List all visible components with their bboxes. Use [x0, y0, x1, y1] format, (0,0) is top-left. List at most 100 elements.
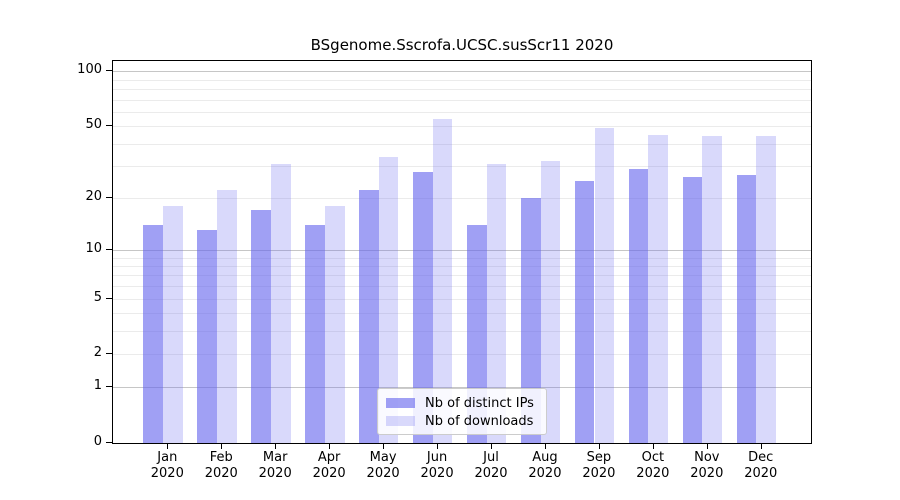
minor-gridline	[113, 354, 811, 356]
minor-gridline	[113, 275, 811, 277]
x-tick-mark	[652, 444, 654, 449]
x-tick-month: Dec	[748, 450, 774, 465]
major-gridline	[113, 387, 811, 389]
minor-gridline	[113, 111, 811, 113]
x-tick-label-apr: Apr 2020	[297, 450, 361, 482]
x-tick-year: 2020	[636, 466, 670, 481]
x-tick-month: Nov	[694, 450, 720, 465]
y-tick-mark	[106, 70, 112, 72]
x-tick-year: 2020	[204, 466, 238, 481]
bar-downloads-feb	[216, 190, 237, 443]
y-tick-mark	[106, 386, 112, 388]
x-tick-mark	[706, 444, 708, 449]
x-tick-label-nov: Nov 2020	[675, 450, 739, 482]
x-tick-label-mar: Mar 2020	[243, 450, 307, 482]
bar-downloads-jul	[486, 163, 507, 443]
x-tick-year: 2020	[528, 466, 562, 481]
bar-distinct-ips-jan	[143, 224, 163, 443]
x-tick-label-sep: Sep 2020	[567, 450, 631, 482]
x-tick-month: Mar	[262, 450, 288, 465]
bar-downloads-nov	[702, 136, 723, 443]
minor-gridline	[113, 286, 811, 288]
y-tick-mark	[106, 353, 112, 355]
bar-distinct-ips-aug	[520, 197, 541, 443]
x-tick-month: Jan	[157, 450, 178, 465]
minor-gridline	[113, 79, 811, 81]
legend-row-distinct-ips: Nb of distinct IPs	[386, 394, 538, 412]
x-tick-year: 2020	[312, 466, 346, 481]
x-tick-month: Aug	[532, 450, 558, 465]
bar-distinct-ips-may	[358, 190, 379, 443]
bar-downloads-oct	[648, 134, 669, 443]
bar-downloads-sep	[594, 127, 615, 443]
minor-gridline	[113, 126, 811, 128]
y-tick-label: 0	[93, 434, 102, 449]
x-tick-label-jul: Jul 2020	[459, 450, 523, 482]
minor-gridline	[113, 265, 811, 267]
minor-gridline	[113, 331, 811, 333]
x-tick-mark	[544, 444, 546, 449]
x-tick-label-jan: Jan 2020	[135, 450, 199, 482]
x-tick-label-feb: Feb 2020	[189, 450, 253, 482]
y-tick-label: 10	[85, 240, 102, 256]
y-tick-mark	[106, 442, 112, 443]
x-tick-label-jun: Jun 2020	[405, 450, 469, 482]
minor-gridline	[113, 313, 811, 315]
bar-distinct-ips-sep	[574, 180, 595, 443]
bar-distinct-ips-feb	[197, 230, 217, 443]
y-tick-mark	[106, 196, 112, 198]
minor-gridline	[113, 257, 811, 259]
x-tick-mark	[491, 444, 492, 449]
minor-gridline	[113, 166, 811, 168]
x-tick-year: 2020	[474, 466, 508, 481]
y-tick-mark	[106, 248, 112, 250]
x-tick-month: Apr	[317, 450, 341, 465]
x-tick-year: 2020	[582, 466, 616, 481]
legend-label-distinct-ips: Nb of distinct IPs	[425, 395, 534, 411]
bar-distinct-ips-dec	[736, 174, 757, 443]
major-gridline	[113, 71, 811, 73]
x-tick-month: Jul	[483, 450, 499, 465]
x-tick-label-oct: Oct 2020	[621, 450, 685, 482]
minor-gridline	[113, 99, 811, 101]
x-tick-mark	[167, 444, 169, 449]
x-tick-year: 2020	[690, 466, 724, 481]
bar-downloads-aug	[540, 161, 561, 443]
bar-downloads-may	[378, 156, 399, 443]
plot-area	[112, 60, 812, 444]
y-tick-mark	[106, 297, 112, 299]
minor-gridline	[113, 197, 811, 199]
bar-distinct-ips-jun	[412, 171, 433, 443]
y-tick-label: 2	[93, 345, 102, 361]
bar-distinct-ips-apr	[304, 224, 325, 443]
x-tick-mark	[437, 444, 439, 449]
y-tick-label: 5	[93, 289, 102, 305]
bar-downloads-jun	[432, 118, 453, 443]
x-tick-month: Sep	[586, 450, 612, 465]
y-tick-label: 100	[77, 62, 102, 78]
chart-title: BSgenome.Sscrofa.UCSC.susScr11 2020	[310, 36, 614, 54]
bar-distinct-ips-oct	[628, 169, 649, 443]
x-tick-month: Jun	[426, 450, 448, 465]
legend-swatch-distinct-ips	[386, 398, 415, 408]
x-tick-month: Oct	[641, 450, 665, 465]
x-tick-year: 2020	[420, 466, 454, 481]
y-tick-label: 1	[93, 378, 102, 394]
x-tick-mark	[329, 444, 331, 449]
x-tick-month: May	[369, 450, 397, 465]
x-tick-year: 2020	[366, 466, 400, 481]
x-tick-label-aug: Aug 2020	[513, 450, 577, 482]
legend-label-downloads: Nb of downloads	[425, 413, 534, 429]
x-tick-mark	[275, 444, 277, 449]
y-tick-label: 20	[85, 188, 102, 204]
minor-gridline	[113, 88, 811, 90]
x-tick-year: 2020	[258, 466, 292, 481]
bar-distinct-ips-nov	[682, 177, 703, 443]
x-tick-label-may: May 2020	[351, 450, 415, 482]
x-tick-month: Feb	[209, 450, 233, 465]
legend: Nb of distinct IPs Nb of downloads	[377, 388, 547, 435]
y-tick-label: 50	[85, 117, 102, 133]
y-tick-mark	[106, 125, 112, 127]
bar-downloads-mar	[270, 163, 291, 443]
